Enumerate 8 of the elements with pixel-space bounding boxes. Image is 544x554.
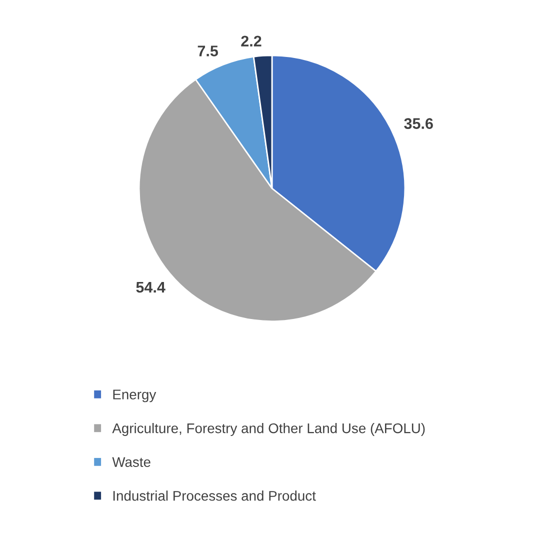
data-label: 54.4 [136,282,166,293]
legend-label: Waste [112,457,150,467]
legend-label: Energy [113,390,156,402]
data-label: 35.6 [404,118,433,129]
data-label: 2.2 [241,36,262,46]
legend-label: Agriculture, Forestry and Other Land Use (AFOLU) [112,423,425,436]
data-label: 7.5 [198,46,218,56]
legend-label: Industrial Processes and Product [113,490,316,501]
